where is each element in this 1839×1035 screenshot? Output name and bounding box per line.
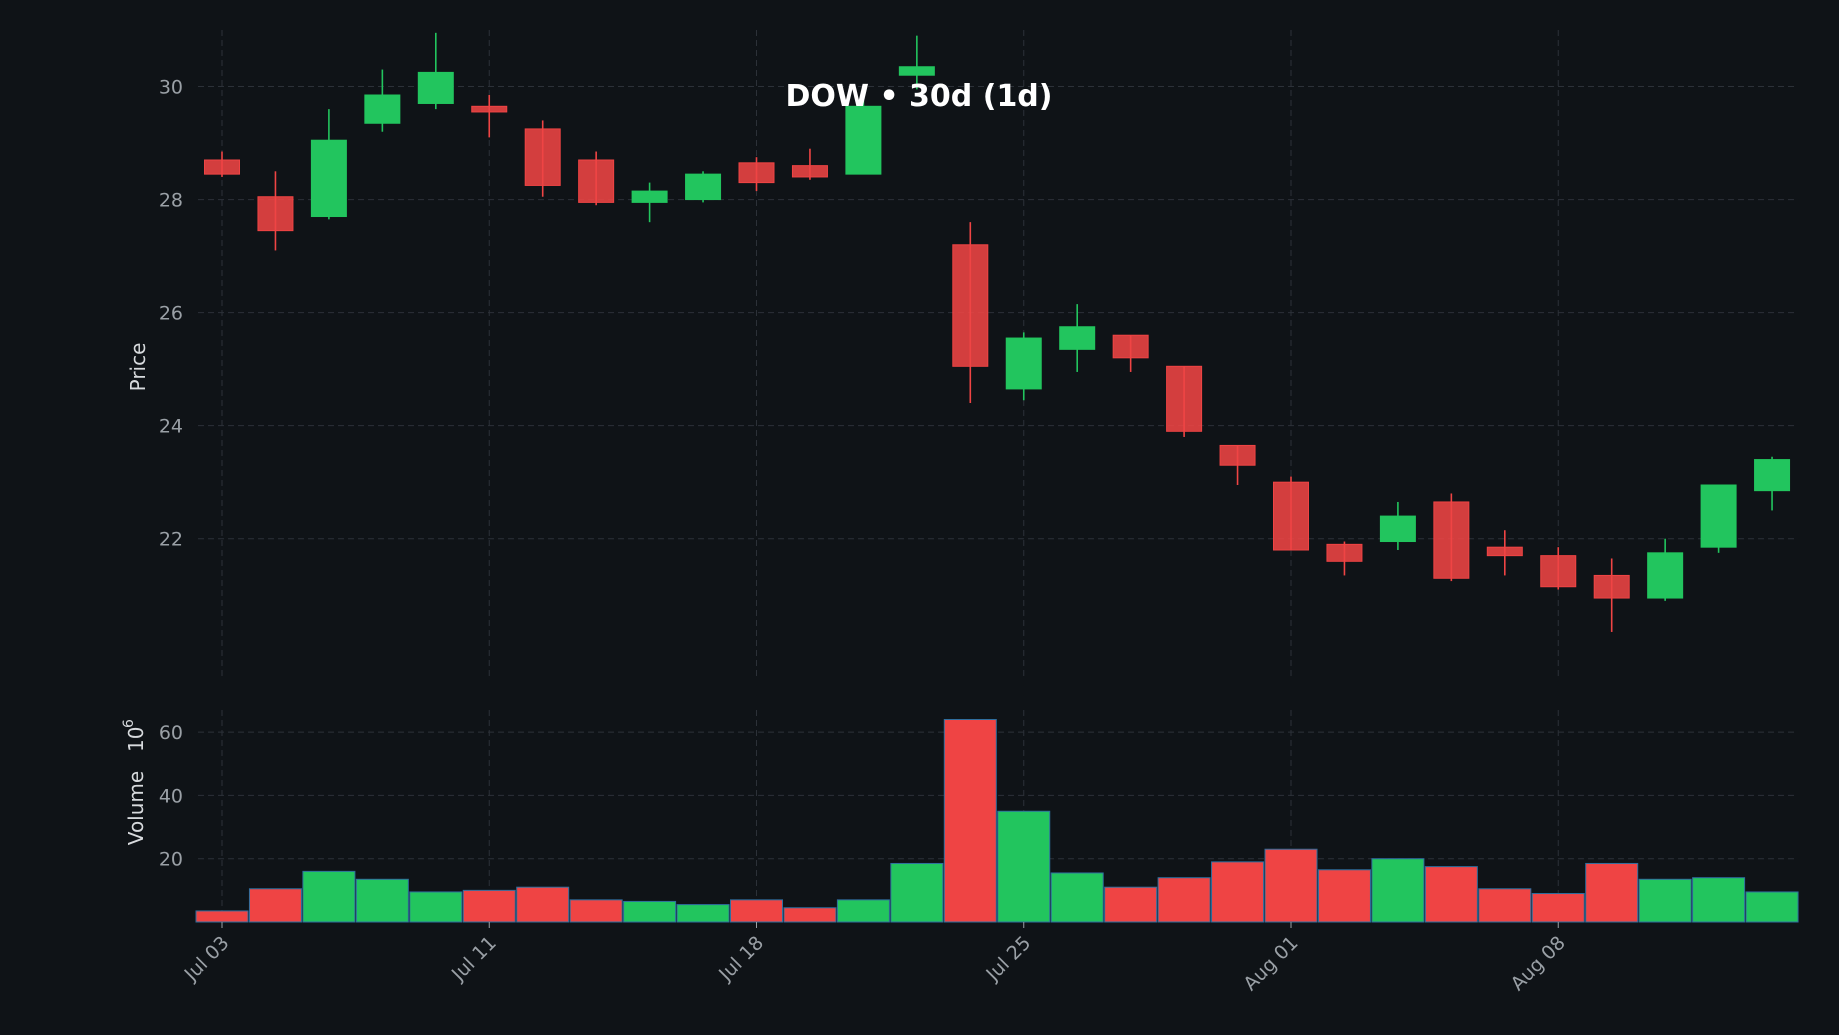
volume-axis-unit-base: 10 — [124, 727, 148, 752]
candle-body — [898, 66, 935, 76]
volume-bar — [1264, 848, 1318, 923]
volume-bar — [1478, 888, 1532, 923]
volume-bar — [1638, 878, 1692, 923]
candle-body — [1486, 546, 1523, 557]
volume-bar — [1531, 893, 1585, 923]
x-tick-label: Jul 03 — [180, 932, 234, 986]
candle-body — [791, 165, 828, 178]
candle-body — [1005, 337, 1042, 390]
x-tick-label: Jul 25 — [981, 932, 1035, 986]
volume-bar — [355, 878, 409, 923]
volume-bar — [248, 888, 302, 923]
volume-bar — [1157, 877, 1211, 923]
candle-body — [1700, 484, 1737, 548]
volume-bar — [997, 810, 1051, 923]
price-tick-label: 30 — [159, 77, 183, 99]
price-tick-label: 22 — [159, 529, 183, 551]
candle-body — [738, 162, 775, 184]
candle-body — [204, 159, 240, 175]
volume-bar — [1211, 861, 1265, 923]
price-axis-label: Price — [126, 343, 150, 392]
candle-body — [1433, 501, 1470, 579]
candle-body — [1540, 555, 1577, 588]
volume-bar — [1424, 866, 1478, 923]
candle-body — [524, 128, 561, 186]
x-tick-label: Jul 11 — [447, 932, 501, 986]
candle-body — [310, 139, 347, 218]
volume-bar — [1692, 877, 1746, 923]
candle-body — [364, 94, 401, 124]
volume-bar — [462, 889, 516, 923]
chart-title: DOW • 30d (1d) — [786, 79, 1053, 114]
candle-body — [1112, 334, 1149, 359]
price-tick-label: 24 — [159, 416, 183, 438]
candle-body — [952, 244, 989, 367]
volume-bar — [409, 891, 463, 923]
candle-body — [845, 105, 882, 175]
volume-bar — [1317, 869, 1371, 923]
volume-tick-label: 60 — [159, 722, 183, 744]
volume-bar — [943, 718, 997, 923]
candle-body — [1166, 365, 1203, 432]
volume-bar — [1745, 891, 1799, 923]
volume-bar — [730, 899, 783, 923]
volume-tick-label: 20 — [159, 849, 183, 871]
volume-bars — [195, 718, 1799, 923]
candle-body — [1379, 515, 1416, 543]
volume-axis-unit-exponent: 6 — [121, 719, 137, 728]
volume-bar — [676, 904, 730, 923]
candle-body — [1754, 459, 1791, 492]
candle-body — [471, 105, 508, 113]
candle-body — [1593, 574, 1630, 599]
volume-bar — [516, 886, 570, 923]
price-tick-labels: 22 24 26 28 30 — [159, 77, 183, 551]
candle-body — [1647, 552, 1684, 599]
volume-bar — [890, 862, 944, 923]
candle-body — [631, 190, 668, 203]
volume-bar — [569, 899, 623, 923]
x-tick-label: Aug 08 — [1507, 932, 1570, 995]
candle-body — [685, 173, 722, 201]
volume-tick-label: 40 — [159, 785, 183, 807]
candle-body — [257, 196, 294, 232]
volume-tick-labels: 20 40 60 — [159, 722, 183, 871]
volume-bar — [1585, 862, 1639, 923]
candle-body — [1059, 326, 1096, 350]
candle-body — [1326, 543, 1363, 562]
price-tick-label: 26 — [159, 303, 183, 325]
candle-body — [1219, 444, 1256, 466]
x-tick-label: Aug 01 — [1239, 932, 1302, 995]
volume-bar — [783, 907, 837, 923]
x-tick-label: Jul 18 — [714, 932, 768, 986]
price-tick-label: 28 — [159, 190, 183, 212]
volume-bar — [836, 899, 890, 923]
volume-bar — [623, 900, 677, 923]
volume-axis-label-group: Volume 10 6 — [121, 719, 148, 845]
volume-bar — [195, 910, 249, 923]
volume-axis-label: Volume — [124, 771, 148, 845]
volume-bar — [1050, 872, 1104, 923]
candle-body — [1273, 481, 1309, 551]
candle-body — [578, 159, 615, 203]
candle-body — [417, 71, 454, 104]
volume-bar — [1371, 858, 1425, 923]
x-tick-labels: Jul 03 Jul 11 Jul 18 Jul 25 Aug 01 Aug 08 — [180, 922, 1570, 995]
volume-bar — [1104, 886, 1158, 923]
volume-bar — [302, 870, 356, 923]
candles — [204, 32, 1791, 632]
